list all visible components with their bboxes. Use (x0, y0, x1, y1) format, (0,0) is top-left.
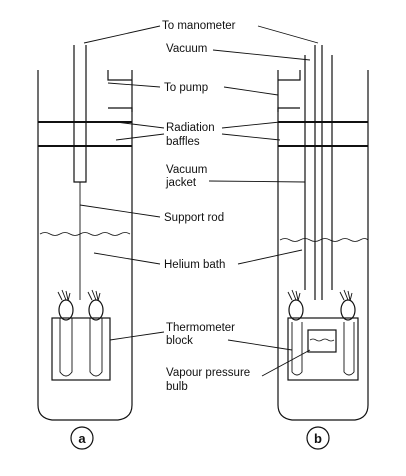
label-support-rod: Support rod (164, 212, 224, 224)
labels: To manometer Vacuum To pump Radiation ba… (162, 20, 250, 393)
helium-surface-b (279, 238, 369, 242)
panel-b-label: b (314, 431, 322, 446)
thermometer-block-b (287, 317, 359, 381)
dewar-a (37, 70, 133, 421)
thermometer-a-left (58, 299, 74, 321)
panel-a-label: a (78, 431, 86, 446)
thermometer-leads-a (57, 289, 101, 302)
label-to-manometer: To manometer (162, 20, 236, 32)
thermometer-block-a (51, 317, 111, 381)
manometer-tube-b (314, 45, 323, 300)
thermometer-wells-b (291, 322, 355, 376)
label-vacuum-jacket-2: jacket (165, 177, 197, 189)
label-radiation: Radiation (166, 122, 215, 134)
label-to-pump: To pump (164, 82, 208, 94)
label-thermometer: Thermometer (166, 322, 235, 334)
panel-marker-a: a (70, 426, 94, 450)
apparatus-a (37, 45, 133, 421)
label-baffles: baffles (166, 136, 200, 148)
vapour-bulb-liquid-b (309, 338, 335, 342)
vacuum-jacket-b (304, 55, 333, 290)
support-tube-a (73, 45, 87, 183)
pump-port-a (107, 70, 133, 112)
dewar-b (277, 70, 369, 421)
thermometer-b-left (288, 299, 304, 321)
thermometer-b-right (340, 299, 356, 321)
pump-port-b (277, 70, 301, 112)
helium-surface-a (39, 232, 131, 236)
leader-lines (79, 25, 319, 377)
thermometer-wells-a (59, 318, 103, 377)
vapour-bulb-b (307, 329, 337, 353)
apparatus-b (277, 45, 369, 421)
thermometer-leads-b (287, 289, 353, 302)
label-bulb: bulb (166, 381, 188, 393)
panel-marker-b: b (306, 426, 330, 450)
label-vacuum-jacket-1: Vacuum (166, 164, 207, 176)
label-vapour-pressure: Vapour pressure (166, 367, 250, 379)
label-block: block (166, 335, 193, 347)
label-vacuum: Vacuum (166, 43, 207, 55)
label-helium-bath: Helium bath (164, 259, 225, 271)
thermometer-a-right (88, 299, 104, 321)
